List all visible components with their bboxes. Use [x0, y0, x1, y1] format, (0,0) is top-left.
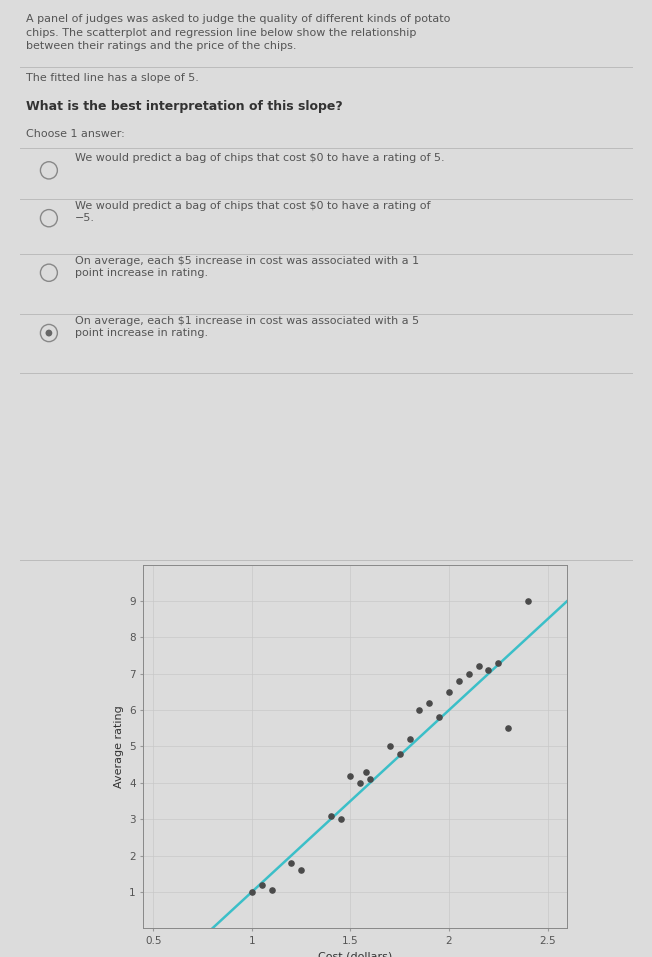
Point	[434, 710, 444, 725]
Point	[267, 882, 277, 898]
Point	[483, 662, 494, 678]
Point	[464, 666, 474, 681]
Text: A panel of judges was asked to judge the quality of different kinds of potato
ch: A panel of judges was asked to judge the…	[26, 14, 451, 51]
Point	[345, 768, 355, 783]
Point	[355, 775, 366, 790]
Point	[365, 771, 376, 787]
Point	[325, 808, 336, 823]
Text: We would predict a bag of chips that cost $0 to have a rating of
−5.: We would predict a bag of chips that cos…	[75, 201, 430, 223]
Text: On average, each $1 increase in cost was associated with a 5
point increase in r: On average, each $1 increase in cost was…	[75, 316, 419, 338]
Point	[404, 731, 415, 746]
X-axis label: Cost (dollars): Cost (dollars)	[318, 951, 393, 957]
Point	[385, 739, 395, 754]
Point	[424, 695, 434, 710]
Point	[454, 674, 464, 689]
Point	[503, 721, 513, 736]
Text: The fitted line has a slope of 5.: The fitted line has a slope of 5.	[26, 73, 199, 82]
Y-axis label: Average rating: Average rating	[113, 705, 124, 788]
Text: What is the best interpretation of this slope?: What is the best interpretation of this …	[26, 100, 343, 113]
Point	[394, 746, 405, 762]
Point	[296, 862, 306, 878]
Point	[444, 684, 454, 700]
Point	[246, 884, 257, 900]
Text: We would predict a bag of chips that cost $0 to have a rating of 5.: We would predict a bag of chips that cos…	[75, 153, 445, 163]
Point	[256, 877, 267, 892]
Point	[414, 702, 424, 718]
Point	[473, 658, 484, 674]
Point	[361, 765, 372, 780]
Text: On average, each $5 increase in cost was associated with a 1
point increase in r: On average, each $5 increase in cost was…	[75, 256, 419, 278]
Text: Choose 1 answer:: Choose 1 answer:	[26, 129, 125, 139]
Point	[286, 856, 297, 871]
Point	[335, 812, 346, 827]
Point	[523, 593, 533, 609]
Point	[493, 656, 503, 671]
